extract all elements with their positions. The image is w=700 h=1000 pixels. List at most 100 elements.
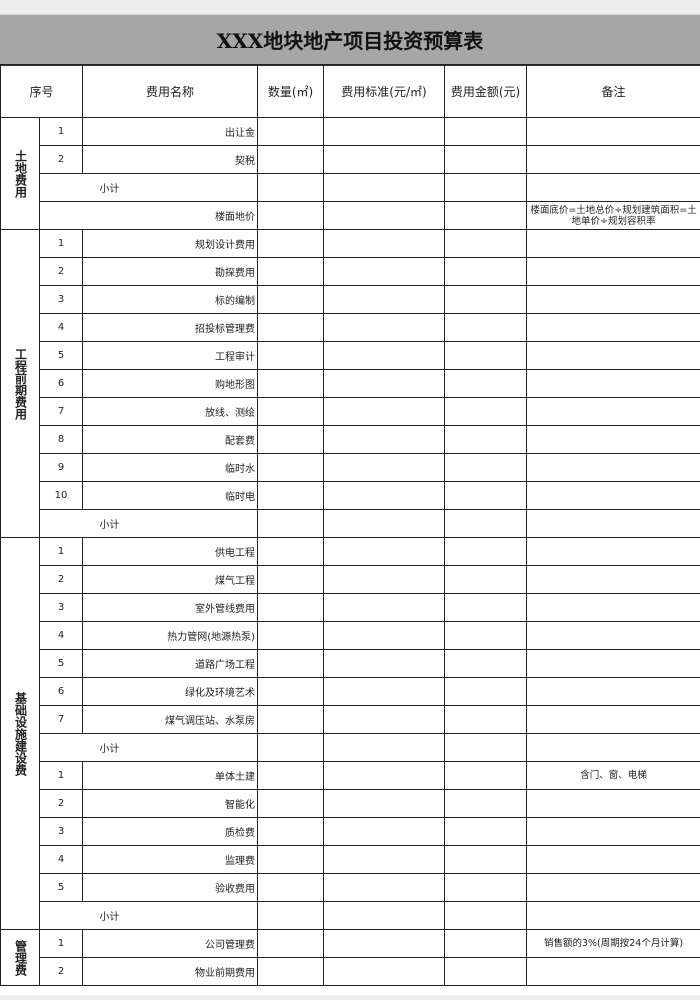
note-cell[interactable] xyxy=(526,509,700,538)
amount-cell[interactable] xyxy=(444,257,528,286)
note-cell[interactable]: 销售额的3%(周期按24个月计算) xyxy=(526,929,700,958)
note-cell[interactable] xyxy=(526,957,700,986)
note-cell[interactable] xyxy=(526,817,700,846)
standard-cell[interactable] xyxy=(323,285,446,314)
standard-cell[interactable] xyxy=(323,621,446,650)
standard-cell[interactable] xyxy=(323,425,446,454)
standard-cell[interactable] xyxy=(323,705,446,734)
standard-cell[interactable] xyxy=(323,257,446,286)
note-cell[interactable] xyxy=(526,733,700,762)
note-cell[interactable] xyxy=(526,341,700,370)
amount-cell[interactable] xyxy=(444,705,528,734)
note-cell[interactable] xyxy=(526,285,700,314)
note-cell[interactable] xyxy=(526,453,700,482)
note-cell[interactable] xyxy=(526,369,700,398)
quantity-cell[interactable] xyxy=(257,145,325,174)
note-cell[interactable] xyxy=(526,397,700,426)
quantity-cell[interactable] xyxy=(257,341,325,370)
note-cell[interactable] xyxy=(526,621,700,650)
quantity-cell[interactable] xyxy=(257,873,325,902)
quantity-cell[interactable] xyxy=(257,901,325,930)
standard-cell[interactable] xyxy=(323,481,446,510)
quantity-cell[interactable] xyxy=(257,621,325,650)
note-cell[interactable] xyxy=(526,481,700,510)
quantity-cell[interactable] xyxy=(257,677,325,706)
amount-cell[interactable] xyxy=(444,621,528,650)
quantity-cell[interactable] xyxy=(257,845,325,874)
quantity-cell[interactable] xyxy=(257,201,325,230)
standard-cell[interactable] xyxy=(323,873,446,902)
amount-cell[interactable] xyxy=(444,733,528,762)
standard-cell[interactable] xyxy=(323,845,446,874)
amount-cell[interactable] xyxy=(444,453,528,482)
quantity-cell[interactable] xyxy=(257,313,325,342)
standard-cell[interactable] xyxy=(323,145,446,174)
standard-cell[interactable] xyxy=(323,509,446,538)
quantity-cell[interactable] xyxy=(257,705,325,734)
standard-cell[interactable] xyxy=(323,201,446,230)
quantity-cell[interactable] xyxy=(257,481,325,510)
standard-cell[interactable] xyxy=(323,649,446,678)
standard-cell[interactable] xyxy=(323,761,446,790)
amount-cell[interactable] xyxy=(444,425,528,454)
amount-cell[interactable] xyxy=(444,509,528,538)
quantity-cell[interactable] xyxy=(257,453,325,482)
note-cell[interactable]: 楼面底价=土地总价÷规划建筑面积=土地单价÷规划容积率 xyxy=(526,201,700,230)
amount-cell[interactable] xyxy=(444,677,528,706)
amount-cell[interactable] xyxy=(444,481,528,510)
quantity-cell[interactable] xyxy=(257,257,325,286)
standard-cell[interactable] xyxy=(323,313,446,342)
quantity-cell[interactable] xyxy=(257,957,325,986)
amount-cell[interactable] xyxy=(444,313,528,342)
standard-cell[interactable] xyxy=(323,341,446,370)
standard-cell[interactable] xyxy=(323,117,446,146)
note-cell[interactable]: 含门、窗、电梯 xyxy=(526,761,700,790)
amount-cell[interactable] xyxy=(444,285,528,314)
note-cell[interactable] xyxy=(526,145,700,174)
note-cell[interactable] xyxy=(526,537,700,566)
quantity-cell[interactable] xyxy=(257,565,325,594)
quantity-cell[interactable] xyxy=(257,285,325,314)
quantity-cell[interactable] xyxy=(257,929,325,958)
standard-cell[interactable] xyxy=(323,397,446,426)
note-cell[interactable] xyxy=(526,901,700,930)
standard-cell[interactable] xyxy=(323,677,446,706)
standard-cell[interactable] xyxy=(323,565,446,594)
quantity-cell[interactable] xyxy=(257,593,325,622)
quantity-cell[interactable] xyxy=(257,229,325,258)
amount-cell[interactable] xyxy=(444,537,528,566)
quantity-cell[interactable] xyxy=(257,789,325,818)
amount-cell[interactable] xyxy=(444,369,528,398)
standard-cell[interactable] xyxy=(323,173,446,202)
amount-cell[interactable] xyxy=(444,341,528,370)
note-cell[interactable] xyxy=(526,229,700,258)
standard-cell[interactable] xyxy=(323,733,446,762)
note-cell[interactable] xyxy=(526,593,700,622)
note-cell[interactable] xyxy=(526,845,700,874)
note-cell[interactable] xyxy=(526,649,700,678)
standard-cell[interactable] xyxy=(323,453,446,482)
quantity-cell[interactable] xyxy=(257,733,325,762)
amount-cell[interactable] xyxy=(444,817,528,846)
quantity-cell[interactable] xyxy=(257,397,325,426)
amount-cell[interactable] xyxy=(444,117,528,146)
quantity-cell[interactable] xyxy=(257,117,325,146)
amount-cell[interactable] xyxy=(444,397,528,426)
note-cell[interactable] xyxy=(526,565,700,594)
amount-cell[interactable] xyxy=(444,145,528,174)
quantity-cell[interactable] xyxy=(257,173,325,202)
amount-cell[interactable] xyxy=(444,901,528,930)
note-cell[interactable] xyxy=(526,705,700,734)
amount-cell[interactable] xyxy=(444,229,528,258)
amount-cell[interactable] xyxy=(444,565,528,594)
quantity-cell[interactable] xyxy=(257,509,325,538)
note-cell[interactable] xyxy=(526,257,700,286)
note-cell[interactable] xyxy=(526,313,700,342)
amount-cell[interactable] xyxy=(444,761,528,790)
amount-cell[interactable] xyxy=(444,873,528,902)
standard-cell[interactable] xyxy=(323,369,446,398)
amount-cell[interactable] xyxy=(444,845,528,874)
quantity-cell[interactable] xyxy=(257,817,325,846)
quantity-cell[interactable] xyxy=(257,369,325,398)
note-cell[interactable] xyxy=(526,425,700,454)
